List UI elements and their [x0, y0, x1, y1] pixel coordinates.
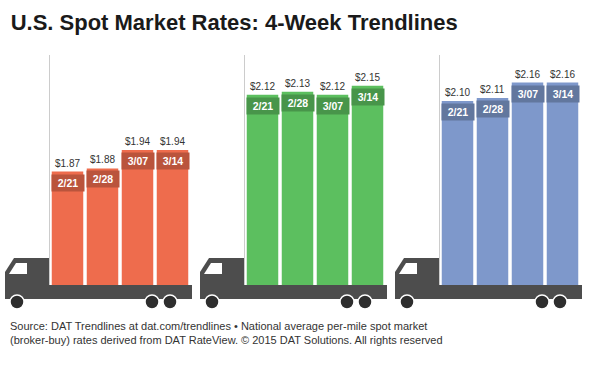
svg-text:2/21: 2/21 [253, 100, 274, 112]
svg-text:$1.94: $1.94 [160, 136, 185, 147]
svg-text:2/28: 2/28 [483, 103, 504, 115]
svg-text:$1.94: $1.94 [125, 136, 150, 147]
svg-text:3/14: 3/14 [553, 88, 574, 100]
svg-text:$2.11: $2.11 [480, 84, 505, 95]
svg-text:3/07: 3/07 [323, 100, 344, 112]
svg-text:$1.88: $1.88 [90, 154, 115, 165]
svg-text:$2.10: $2.10 [445, 87, 470, 98]
svg-text:U.S. Spot Market Rates: 4-Week: U.S. Spot Market Rates: 4-Week Trendline… [11, 10, 458, 35]
svg-text:$2.15: $2.15 [355, 72, 380, 83]
svg-text:3/07: 3/07 [128, 155, 149, 167]
svg-text:3/14: 3/14 [163, 155, 184, 167]
svg-text:$2.12: $2.12 [320, 81, 345, 92]
svg-text:3/14: 3/14 [358, 91, 379, 103]
svg-text:2/21: 2/21 [58, 177, 79, 189]
svg-text:2/21: 2/21 [448, 106, 469, 118]
svg-text:$2.12: $2.12 [250, 81, 275, 92]
svg-text:Source: DAT Trendlines at dat.: Source: DAT Trendlines at dat.com/trendl… [10, 320, 443, 346]
svg-text:$2.16: $2.16 [515, 69, 540, 80]
svg-text:2/28: 2/28 [93, 173, 114, 185]
svg-text:3/07: 3/07 [518, 88, 539, 100]
svg-text:$2.16: $2.16 [550, 69, 575, 80]
svg-text:$1.87: $1.87 [55, 158, 80, 169]
svg-text:2/28: 2/28 [288, 97, 309, 109]
svg-text:$2.13: $2.13 [285, 78, 310, 89]
